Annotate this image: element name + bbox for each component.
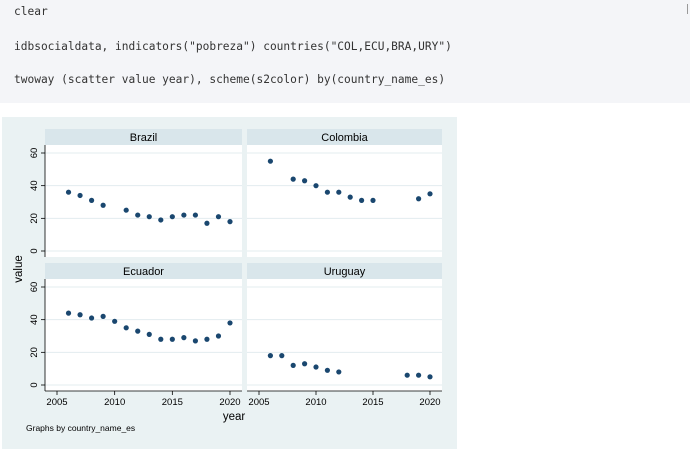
data-point xyxy=(427,374,433,380)
data-point xyxy=(135,328,141,334)
panel-header xyxy=(45,129,242,145)
data-point xyxy=(215,214,222,220)
data-point xyxy=(100,202,106,208)
data-point xyxy=(267,158,273,164)
data-point xyxy=(192,212,198,218)
data-point xyxy=(158,336,164,342)
y-tick-label: 0 xyxy=(29,382,40,387)
x-tick-label: 2005 xyxy=(46,397,67,408)
data-point xyxy=(77,312,83,318)
code-line-3: twoway (scatter value year), scheme(s2co… xyxy=(14,73,446,86)
data-point xyxy=(89,197,95,203)
x-tick-label: 2015 xyxy=(162,397,183,408)
y-tick-label: 0 xyxy=(29,248,40,253)
data-point xyxy=(146,214,152,220)
code-line-2: idbsocialdata, indicators("pobreza") cou… xyxy=(14,40,452,53)
plot-area xyxy=(247,145,442,257)
data-point xyxy=(290,362,296,368)
y-tick-label: 40 xyxy=(29,314,40,325)
data-point xyxy=(313,364,319,370)
data-point xyxy=(324,189,330,195)
plot-area xyxy=(45,279,242,391)
data-point xyxy=(290,176,296,182)
data-point xyxy=(158,217,164,223)
data-point xyxy=(204,336,210,342)
y-tick-label: 60 xyxy=(29,148,40,159)
data-point xyxy=(112,318,118,324)
data-point xyxy=(267,353,273,359)
x-tick-label: 2020 xyxy=(219,397,240,408)
y-tick-label: 20 xyxy=(29,213,40,224)
panel-header xyxy=(247,263,442,279)
x-tick-label: 2015 xyxy=(362,397,383,408)
data-point xyxy=(227,219,233,225)
panel-header xyxy=(45,263,242,279)
data-point xyxy=(169,336,175,342)
data-point xyxy=(204,220,210,226)
x-tick-label: 2005 xyxy=(248,397,269,408)
data-point xyxy=(302,361,308,367)
data-point xyxy=(416,372,422,378)
data-point xyxy=(192,338,198,344)
scatter-chart: Brazil 0 20 40 60 Colombia Ecuador 0 20 40 60 2005 2… xyxy=(13,129,442,433)
data-point xyxy=(336,369,342,375)
x-tick-label: 2010 xyxy=(104,397,125,408)
data-point xyxy=(181,212,187,218)
plot-area xyxy=(247,279,442,391)
data-point xyxy=(65,189,72,195)
y-tick-label: 40 xyxy=(29,180,40,191)
panel-header xyxy=(247,129,442,145)
code-block: clear idbsocialdata, indicators("pobreza… xyxy=(0,0,690,103)
data-point xyxy=(279,353,285,359)
data-point xyxy=(215,333,222,339)
data-point xyxy=(324,367,330,373)
data-point xyxy=(404,372,410,378)
data-point xyxy=(427,191,433,197)
panel-title: Brazil xyxy=(130,132,158,144)
panel-title: Uruguay xyxy=(324,266,366,278)
scrollbar-marker[interactable] xyxy=(687,4,688,14)
data-point xyxy=(416,196,422,202)
panel-title: Colombia xyxy=(321,132,368,144)
x-tick-label: 2020 xyxy=(419,397,440,408)
code-line-1: clear xyxy=(14,5,48,18)
plot-area xyxy=(45,145,242,257)
y-tick-label: 60 xyxy=(29,282,40,293)
data-point xyxy=(181,335,187,341)
panel-title: Ecuador xyxy=(123,266,164,278)
x-axis-label: year xyxy=(223,411,246,423)
graph-note: Graphs by country_name_es xyxy=(26,423,135,433)
data-point xyxy=(65,310,72,316)
data-point xyxy=(359,197,365,203)
data-point xyxy=(123,325,129,331)
data-point xyxy=(135,212,141,218)
stata-graph: Brazil 0 20 40 60 Colombia Ecuador 0 20 40 60 2005 2… xyxy=(2,117,457,449)
data-point xyxy=(100,313,106,319)
data-point xyxy=(370,197,376,203)
data-point xyxy=(313,183,319,189)
data-point xyxy=(347,194,353,200)
data-point xyxy=(302,178,308,184)
data-point xyxy=(77,192,83,199)
y-axis-label: value xyxy=(13,255,25,283)
data-point xyxy=(227,320,233,326)
data-point xyxy=(169,214,175,220)
y-tick-label: 20 xyxy=(29,347,40,358)
data-point xyxy=(336,189,342,195)
data-point xyxy=(89,315,95,321)
data-point xyxy=(146,331,152,337)
x-tick-label: 2010 xyxy=(305,397,326,408)
data-point xyxy=(123,207,129,213)
